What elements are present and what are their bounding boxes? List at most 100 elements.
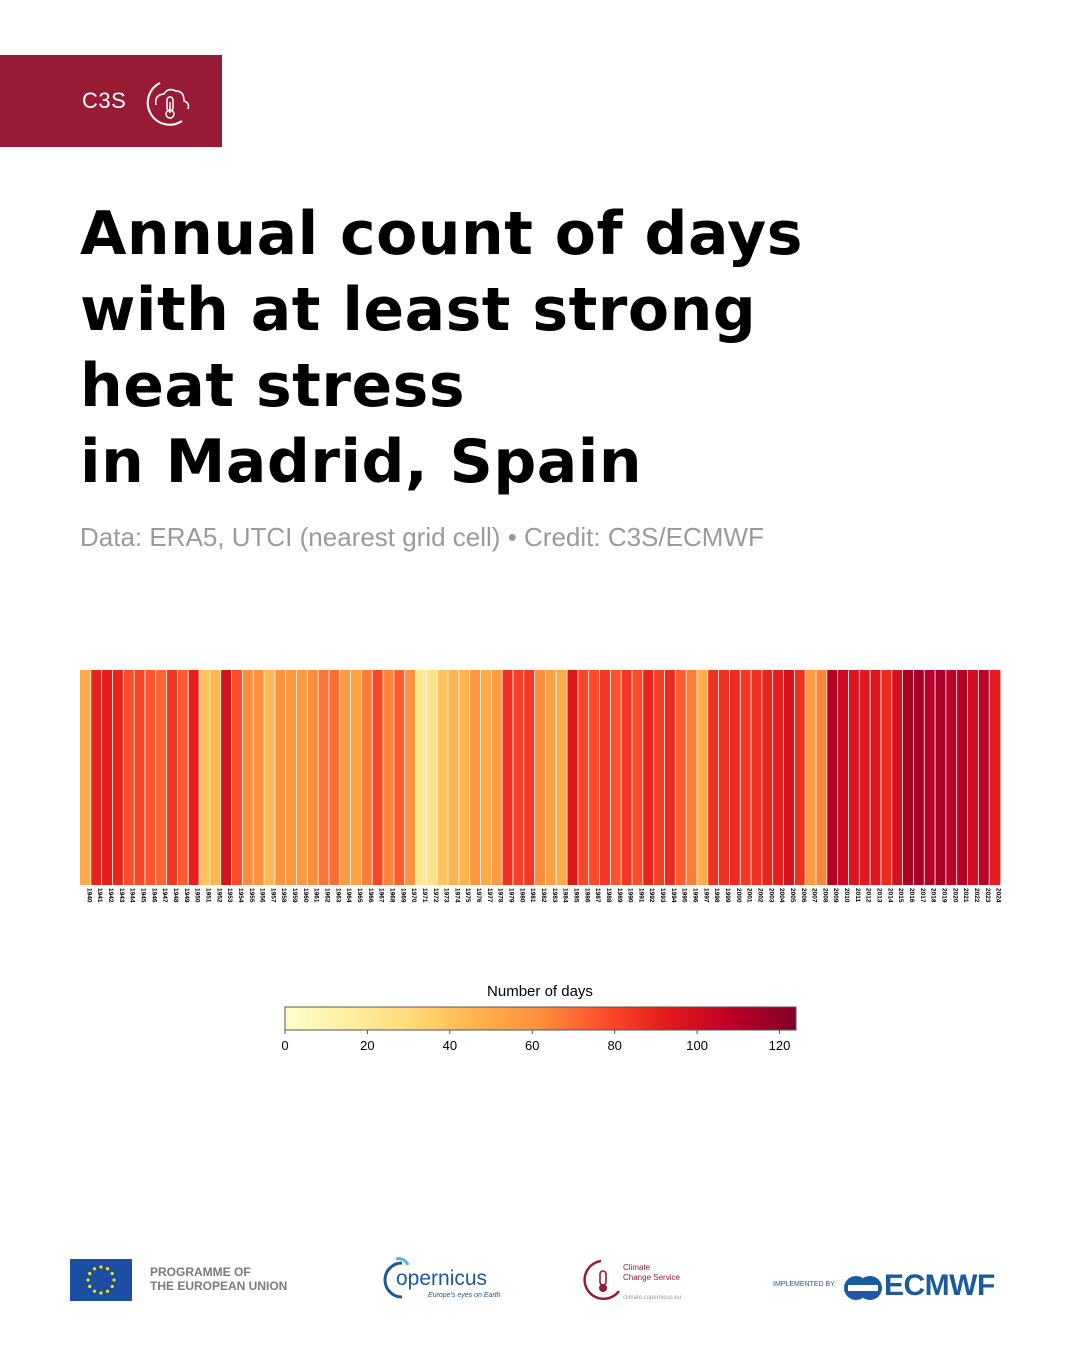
ecmwf-mark-icon: [844, 1276, 882, 1300]
stripe-1969: [393, 670, 406, 885]
eu-programme-line: PROGRAMME OF: [150, 1265, 251, 1279]
stripe-2022: [967, 670, 979, 885]
year-label: 1962: [324, 888, 331, 903]
stripe-1984: [556, 670, 568, 885]
legend-title: Number of days: [487, 983, 593, 1000]
stripe-2001: [740, 670, 752, 885]
stripe-1973: [437, 670, 449, 885]
year-label: 1967: [378, 888, 385, 903]
stripe-2019: [935, 670, 947, 885]
year-label: 1955: [248, 888, 255, 903]
stripe-1975: [458, 670, 471, 885]
year-label: 1984: [562, 888, 569, 903]
year-label: 2009: [832, 888, 839, 903]
year-label: 1951: [204, 888, 211, 903]
stripe-2017: [913, 670, 925, 885]
year-label: 1959: [291, 888, 298, 903]
year-label: 1966: [367, 888, 374, 903]
year-label: 2000: [735, 888, 742, 903]
stripe-1950: [188, 670, 200, 885]
stripe-1971: [415, 670, 427, 885]
year-label: 1945: [140, 888, 147, 903]
copernicus-tagline: Europe's eyes on Earth: [428, 1292, 501, 1299]
stripe-2018: [924, 670, 936, 885]
year-label: 1983: [551, 888, 558, 903]
page-title: Annual count of days with at least stron…: [80, 196, 980, 500]
year-label: 1988: [605, 888, 612, 903]
year-label: 1994: [670, 888, 677, 903]
year-label: 2018: [930, 888, 937, 903]
colorbar-tick-label: 120: [769, 1038, 791, 1053]
stripe-2006: [794, 670, 806, 885]
stripe-2008: [816, 670, 828, 885]
year-label: 1944: [129, 888, 136, 903]
colorbar-tick-label: 80: [607, 1038, 621, 1053]
year-label: 1995: [681, 888, 688, 903]
stripe-1961: [307, 670, 319, 885]
stripe-1965: [350, 670, 362, 885]
stripe-1959: [285, 670, 297, 885]
stripe-1951: [199, 670, 211, 885]
stripe-2004: [772, 670, 784, 885]
year-label: 1941: [96, 888, 103, 903]
stripe-1978: [491, 670, 503, 885]
stripe-1947: [155, 670, 167, 885]
stripe-1986: [577, 670, 590, 885]
year-label: 2016: [908, 888, 915, 903]
stripe-1982: [534, 670, 546, 885]
year-label: 2008: [821, 888, 828, 903]
eu-star: [110, 1271, 114, 1276]
eu-programme-line: THE EUROPEAN UNION: [150, 1279, 288, 1293]
year-label: 1958: [280, 888, 287, 903]
stripe-1980: [512, 670, 525, 885]
year-label: 1975: [464, 888, 471, 903]
eu-star: [88, 1284, 92, 1289]
year-label: 1991: [637, 888, 644, 903]
stripe-1992: [642, 670, 655, 885]
eu-programme-text: PROGRAMME OF THE EUROPEAN UNION: [150, 1265, 287, 1293]
year-label: 2015: [897, 888, 904, 903]
stripe-1945: [134, 670, 146, 885]
stripe-1976: [469, 670, 481, 885]
eu-star: [99, 1265, 103, 1269]
colorbar-tick-label: 60: [525, 1038, 539, 1053]
stripe-1954: [231, 670, 243, 885]
year-label: 1957: [269, 888, 276, 903]
stripe-2013: [870, 670, 882, 885]
year-label: 1993: [659, 888, 666, 903]
stripe-2003: [761, 670, 774, 885]
year-label: 1953: [226, 888, 233, 903]
c3s-name: Climate Change Service: [623, 1263, 680, 1283]
year-label: 1985: [572, 888, 579, 903]
title-line: Annual count of days: [80, 199, 803, 269]
stripe-1952: [209, 670, 222, 885]
year-label: 2001: [746, 888, 753, 903]
year-label: 2024: [995, 888, 1002, 903]
stripe-1988: [599, 670, 611, 885]
stripe-1991: [632, 670, 644, 885]
year-label: 1940: [85, 888, 92, 903]
stripe-2024: [989, 670, 1001, 885]
cloud-thermometer-icon: [146, 82, 190, 126]
year-label: 1999: [724, 888, 731, 903]
year-label: 2006: [800, 888, 807, 903]
stripe-1958: [274, 670, 287, 885]
stripe-1968: [383, 670, 395, 885]
year-label: 1961: [313, 888, 320, 903]
year-label: 1976: [475, 888, 482, 903]
stripe-1990: [621, 670, 633, 885]
stripe-1997: [696, 670, 709, 885]
year-label: 1952: [215, 888, 222, 903]
stripe-2005: [783, 670, 795, 885]
stripe-1943: [112, 670, 124, 885]
implemented-by-label: IMPLEMENTED BY: [773, 1281, 835, 1288]
thermometer-icon: [583, 1259, 621, 1301]
stripe-1956: [253, 670, 265, 885]
eu-star: [112, 1278, 116, 1282]
year-label: 2003: [767, 888, 774, 903]
stripe-1967: [372, 670, 384, 885]
stripe-1964: [339, 670, 351, 885]
stripe-1941: [90, 670, 103, 885]
stripe-1996: [686, 670, 698, 885]
